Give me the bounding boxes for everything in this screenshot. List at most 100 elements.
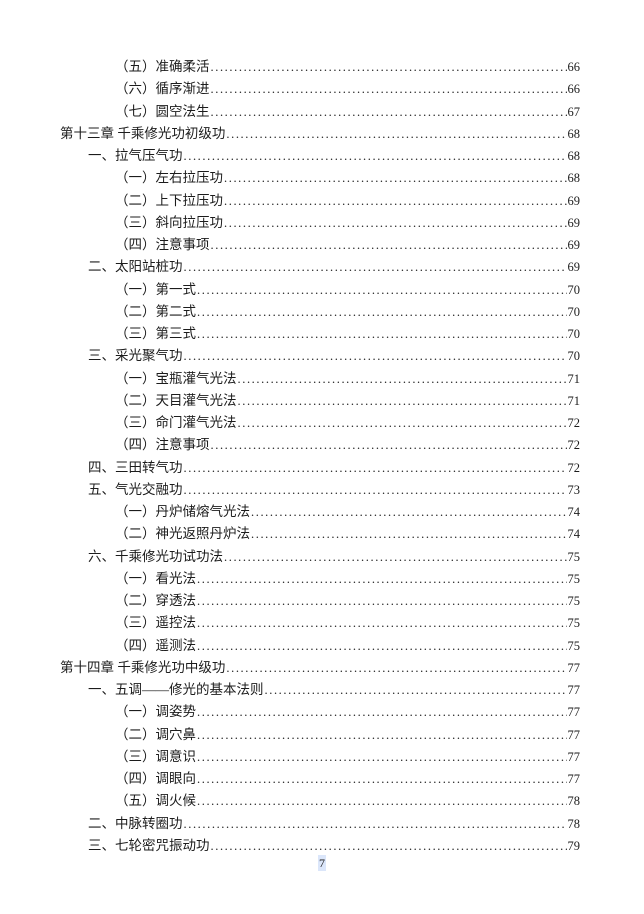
toc-entry[interactable]: （四）遥测法 75 xyxy=(60,635,580,657)
toc-entry[interactable]: （三）调意识 77 xyxy=(60,746,580,768)
toc-entry-title: （一）第一式 xyxy=(115,281,196,297)
toc-entry-page: 72 xyxy=(567,416,581,430)
toc-entry-page: 70 xyxy=(567,282,581,297)
toc-entry[interactable]: 第十三章 千乘修光功初级功 68 xyxy=(60,123,580,145)
toc-leader-dots xyxy=(197,635,567,657)
toc-entry-page: 70 xyxy=(567,304,581,319)
toc-entry-page: 69 xyxy=(567,215,581,230)
toc-leader-dots xyxy=(197,279,567,301)
toc-entry-page: 71 xyxy=(567,371,581,386)
toc-entry-page: 77 xyxy=(567,705,581,720)
toc-entry-page: 75 xyxy=(567,549,581,564)
toc-leader-dots xyxy=(211,434,567,456)
toc-entry[interactable]: （二）穿透法 75 xyxy=(60,590,580,612)
toc-entry[interactable]: （三）斜向拉压功 69 xyxy=(60,212,580,234)
toc-entry-page: 69 xyxy=(567,193,581,208)
toc-entry[interactable]: 三、七轮密咒振动功 79 xyxy=(60,835,580,857)
toc-entry[interactable]: 第十四章 千乘修光功中级功 77 xyxy=(60,657,580,679)
toc-leader-dots xyxy=(211,835,567,857)
toc-entry[interactable]: 六、千乘修光功试功法 75 xyxy=(60,546,580,568)
toc-entry[interactable]: 一、五调——修光的基本法则 77 xyxy=(60,679,580,701)
toc-leader-dots xyxy=(197,768,567,790)
toc-entry-title: （二）上下拉压功 xyxy=(115,192,223,208)
toc-entry-title: 二、中脉转圈功 xyxy=(88,815,183,831)
toc-leader-dots xyxy=(197,790,567,812)
toc-entry-page: 68 xyxy=(567,149,581,163)
toc-entry-title: （一）宝瓶灌气光法 xyxy=(115,370,237,386)
toc-entry[interactable]: 五、气光交融功 73 xyxy=(60,479,580,501)
toc-entry[interactable]: （四）调眼向 77 xyxy=(60,768,580,790)
toc-entry[interactable]: （一）左右拉压功 68 xyxy=(60,167,580,189)
toc-leader-dots xyxy=(197,568,567,590)
toc-entry[interactable]: 四、三田转气功 72 xyxy=(60,457,580,479)
toc-entry[interactable]: （三）第三式 70 xyxy=(60,323,580,345)
toc-entry[interactable]: （一）丹炉储熔气光法 74 xyxy=(60,501,580,523)
toc-entry[interactable]: （四）注意事项 72 xyxy=(60,434,580,456)
toc-entry-title: （一）左右拉压功 xyxy=(115,170,223,186)
toc-entry-title: （二）第二式 xyxy=(115,303,196,319)
toc-entry[interactable]: （七）圆空法生 67 xyxy=(60,101,580,123)
toc-entry[interactable]: （二）调穴鼻 77 xyxy=(60,724,580,746)
toc-entry[interactable]: 一、拉气压气功 68 xyxy=(60,145,580,167)
toc-leader-dots xyxy=(224,546,567,568)
toc-entry-title: 二、太阳站桩功 xyxy=(88,259,183,275)
toc-leader-dots xyxy=(184,813,567,835)
toc-entry-page: 72 xyxy=(567,460,581,475)
toc-leader-dots xyxy=(184,145,567,167)
toc-entry-page: 77 xyxy=(567,749,581,764)
toc-leader-dots xyxy=(226,657,566,679)
toc-entry[interactable]: （一）看光法 75 xyxy=(60,568,580,590)
toc-leader-dots xyxy=(211,56,567,78)
toc-leader-dots xyxy=(197,590,567,612)
toc-entry-title: （四）注意事项 xyxy=(115,237,210,252)
toc-entry[interactable]: （三）遥控法 75 xyxy=(60,612,580,634)
toc-entry-page: 77 xyxy=(567,683,581,697)
toc-leader-dots xyxy=(184,457,567,479)
toc-entry[interactable]: （一）第一式 70 xyxy=(60,279,580,301)
toc-entry-title: （三）遥控法 xyxy=(115,615,196,631)
toc-entry-page: 70 xyxy=(567,349,581,364)
toc-entry[interactable]: （五）准确柔活 66 xyxy=(60,56,580,78)
toc-entry[interactable]: （六）循序渐进 66 xyxy=(60,78,580,100)
toc-leader-dots xyxy=(238,368,567,390)
toc-entry-page: 72 xyxy=(567,438,581,453)
toc-leader-dots xyxy=(197,746,567,768)
toc-leader-dots xyxy=(224,212,567,234)
toc-entry-title: 六、千乘修光功试功法 xyxy=(88,548,223,564)
toc-entry[interactable]: （一）调姿势 77 xyxy=(60,701,580,723)
toc-entry[interactable]: （五）调火候 78 xyxy=(60,790,580,812)
toc-leader-dots xyxy=(251,523,567,545)
toc-entry-page: 78 xyxy=(567,816,581,831)
toc-entry[interactable]: 二、中脉转圈功 78 xyxy=(60,813,580,835)
toc-entry-title: （四）遥测法 xyxy=(115,637,196,653)
toc-leader-dots xyxy=(238,390,567,412)
toc-entry[interactable]: （二）上下拉压功 69 xyxy=(60,190,580,212)
toc-entry[interactable]: （一）宝瓶灌气光法 71 xyxy=(60,368,580,390)
toc-leader-dots xyxy=(251,501,567,523)
toc-entry[interactable]: （四）注意事项 69 xyxy=(60,234,580,256)
toc-entry[interactable]: （二）第二式 70 xyxy=(60,301,580,323)
toc-entry-page: 77 xyxy=(567,660,581,675)
toc-entry-title: （六）循序渐进 xyxy=(115,81,210,97)
toc-leader-dots xyxy=(184,256,567,278)
toc-list: （五）准确柔活 66 （六）循序渐进 66 （七）圆空法生 67 第十三章 千乘修光功初级功… xyxy=(60,56,580,857)
toc-leader-dots xyxy=(184,479,567,501)
toc-entry[interactable]: （二）神光返照丹炉法 74 xyxy=(60,523,580,545)
toc-entry[interactable]: 二、太阳站桩功 69 xyxy=(60,256,580,278)
toc-entry-title: （四）注意事项 xyxy=(115,437,210,453)
toc-leader-dots xyxy=(211,234,567,256)
toc-entry-page: 75 xyxy=(567,638,581,653)
toc-entry-page: 67 xyxy=(567,104,581,119)
toc-entry-title: （七）圆空法生 xyxy=(115,103,210,119)
toc-entry[interactable]: 三、采光聚气功 70 xyxy=(60,345,580,367)
toc-leader-dots xyxy=(197,323,567,345)
toc-entry[interactable]: （二）天目灌气光法 71 xyxy=(60,390,580,412)
toc-entry[interactable]: （三）命门灌气光法 72 xyxy=(60,412,580,434)
page-footer: 7 xyxy=(0,855,644,871)
toc-entry-page: 68 xyxy=(567,126,581,141)
toc-entry-page: 69 xyxy=(567,238,581,252)
toc-leader-dots xyxy=(184,345,567,367)
toc-entry-title: 一、拉气压气功 xyxy=(88,148,183,163)
toc-entry-page: 77 xyxy=(567,727,581,742)
